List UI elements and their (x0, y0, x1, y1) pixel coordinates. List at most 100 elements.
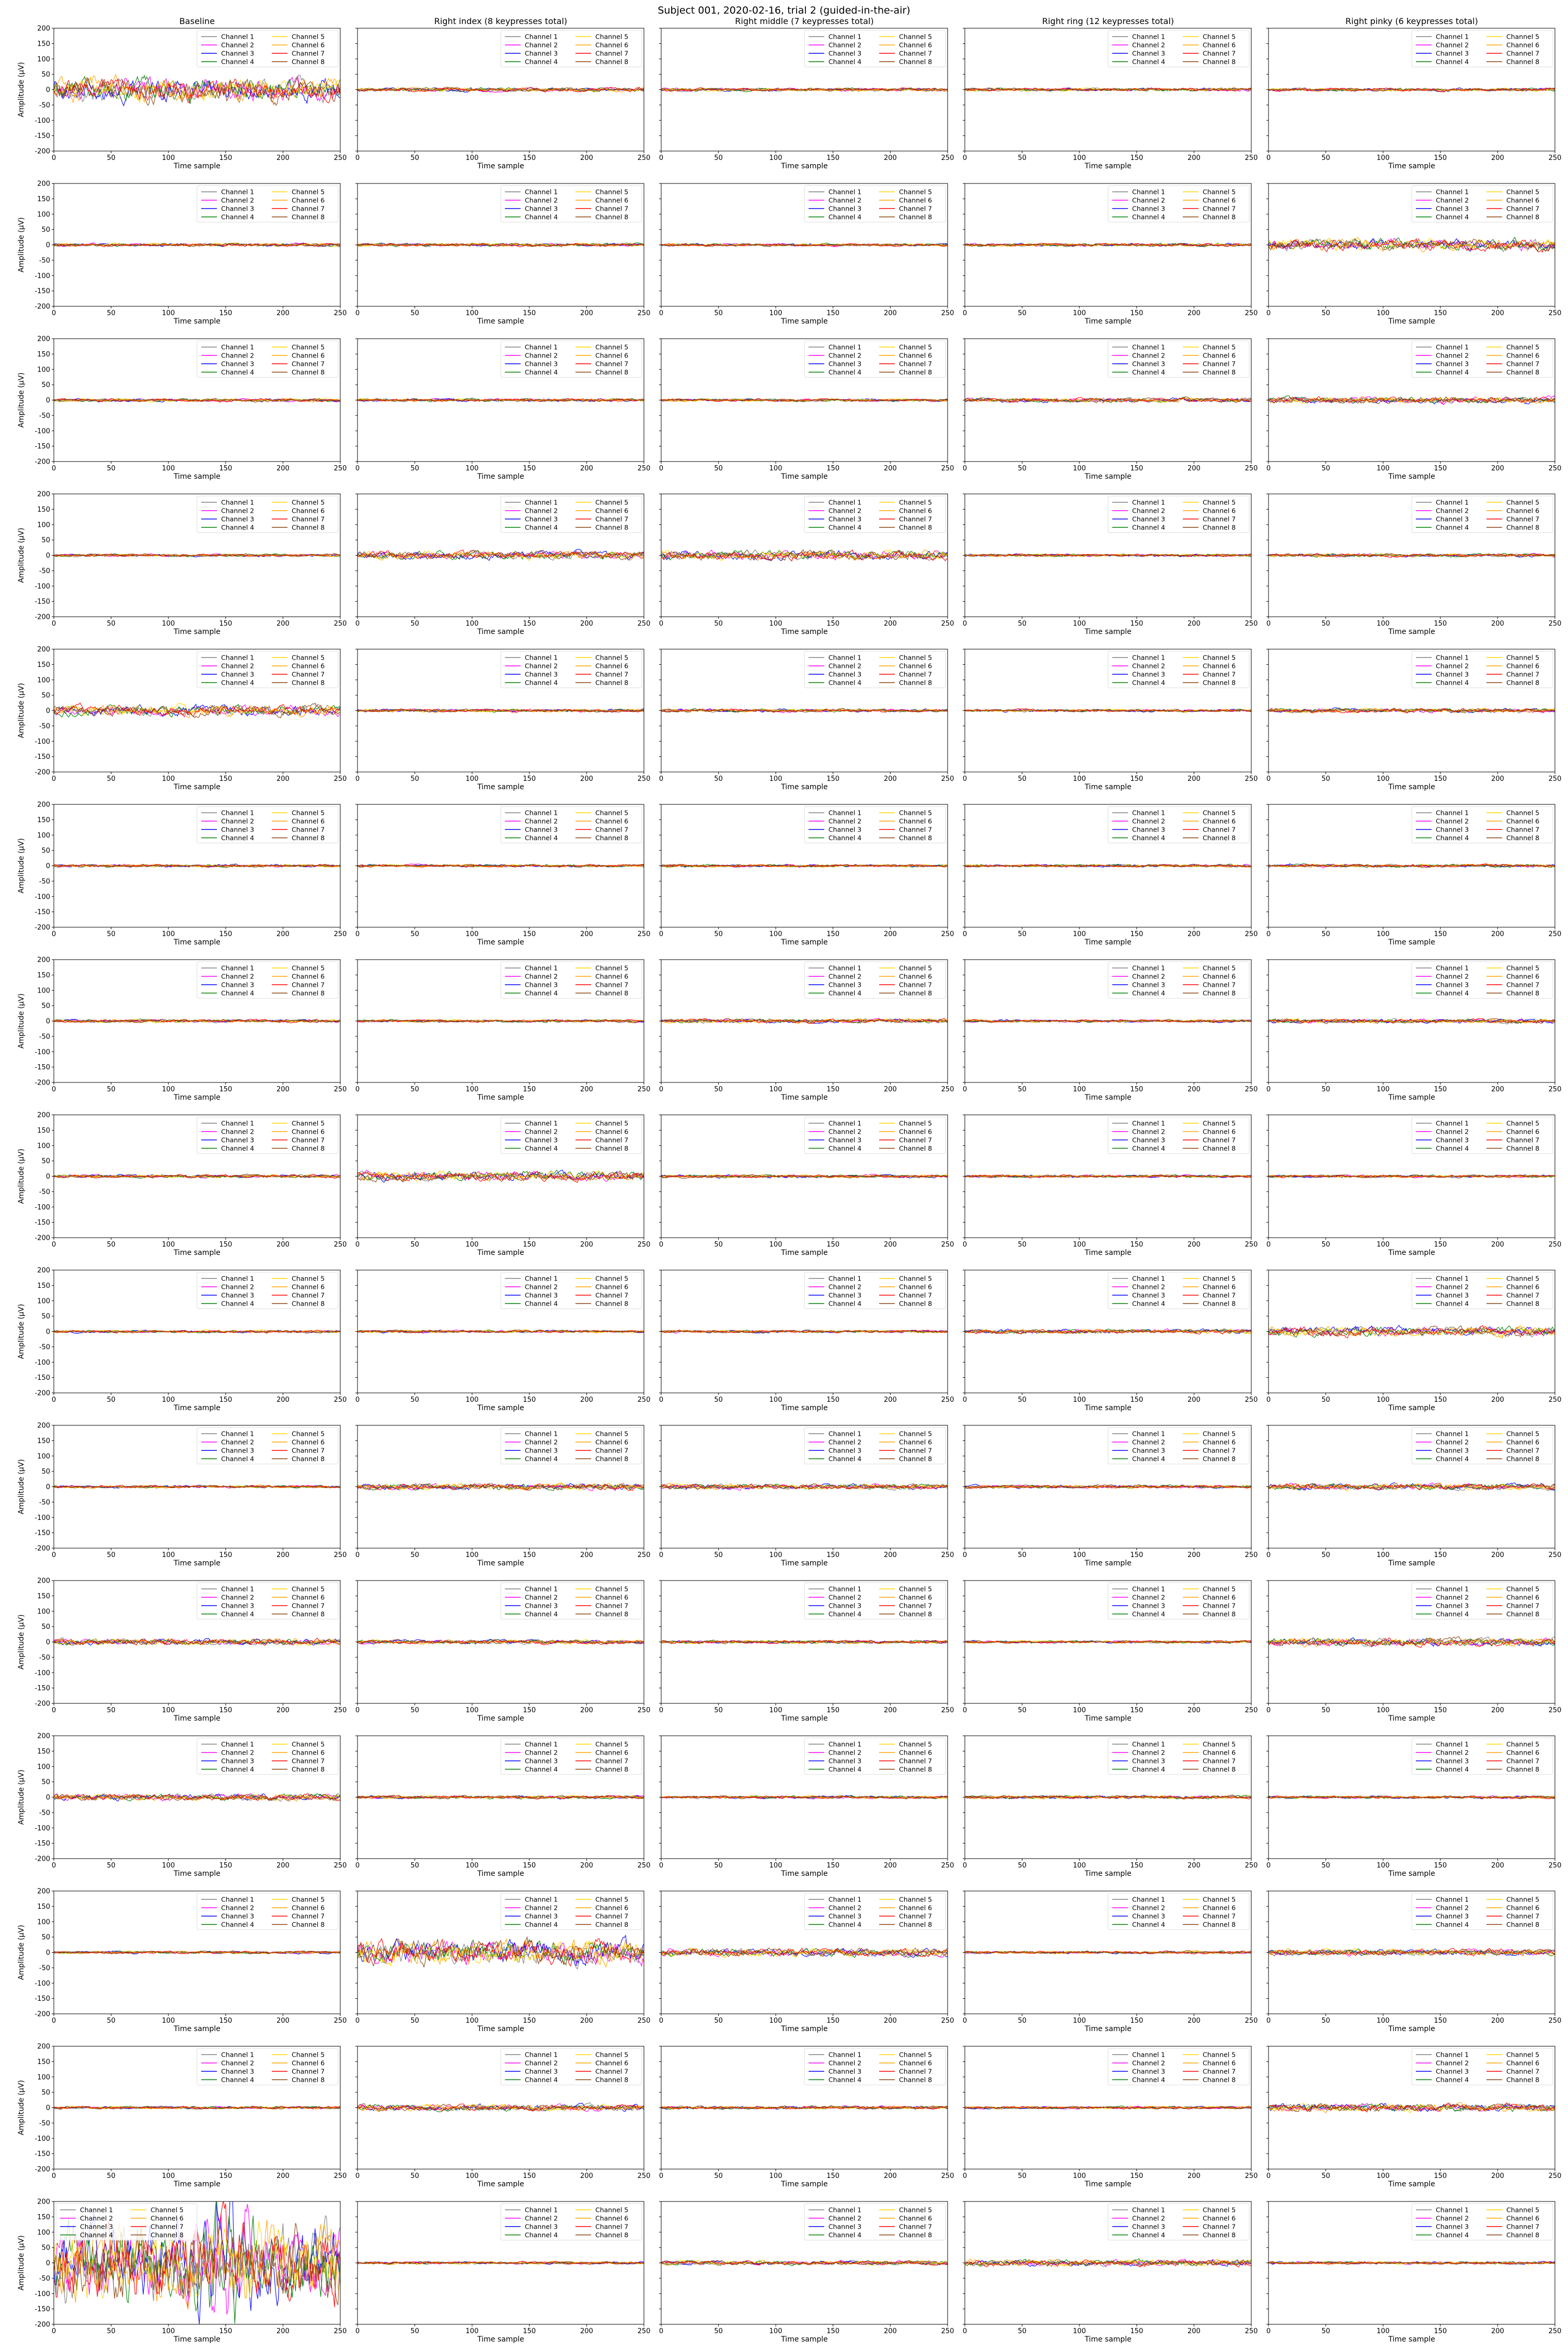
series-8-line (661, 1174, 948, 1179)
y-tick-label: -200 (34, 148, 50, 156)
legend-label: Channel 1 (1132, 1275, 1165, 1283)
x-tick-label: 250 (334, 2327, 347, 2335)
legend-box (1108, 1893, 1250, 1930)
legend-label: Channel 7 (595, 1602, 628, 1610)
legend-label: Channel 7 (595, 1292, 628, 1299)
series-5-line (661, 864, 948, 868)
y-tick-label: -150 (34, 287, 50, 295)
x-tick-label: 250 (1245, 1862, 1258, 1870)
y-axis-label: Amplitude (µV) (17, 1459, 26, 1515)
legend-label: Channel 7 (292, 515, 325, 523)
legend-box (1108, 495, 1250, 533)
legend-box (804, 340, 946, 378)
x-tick-label: 50 (1018, 309, 1027, 317)
y-tick-label: -50 (39, 101, 50, 109)
x-tick-label: 150 (826, 1707, 839, 1714)
x-tick-label: 100 (769, 2017, 782, 2025)
series-8-line (54, 2105, 340, 2110)
y-tick-label: 100 (37, 1763, 50, 1771)
y-tick-label: 100 (37, 1297, 50, 1305)
legend-label: Channel 2 (1436, 1749, 1469, 1757)
x-axis-label: Time sample (1084, 1249, 1132, 1257)
legend-label: Channel 3 (828, 1292, 861, 1299)
legend-label: Channel 1 (1132, 343, 1165, 351)
x-tick-label: 250 (941, 154, 954, 162)
x-tick-label: 150 (1130, 154, 1143, 162)
y-tick-label: 50 (41, 847, 50, 855)
column-title: Right ring (12 keypresses total) (1042, 16, 1174, 26)
y-tick-label: 50 (41, 1002, 50, 1010)
legend-label: Channel 6 (899, 352, 932, 360)
legend-label: Channel 7 (1203, 360, 1236, 368)
legend-label: Channel 7 (292, 1912, 325, 1920)
legend-label: Channel 8 (595, 368, 628, 376)
x-tick-label: 50 (410, 620, 419, 628)
x-axis-label: Time sample (173, 783, 221, 791)
series-7-line (661, 2105, 948, 2109)
legend-label: Channel 7 (1203, 515, 1236, 523)
legend-label: Channel 2 (221, 1128, 254, 1136)
series-8-line (358, 2103, 644, 2112)
series-5-line (661, 1483, 948, 1490)
x-tick-label: 250 (638, 620, 651, 628)
series-7-line (1269, 863, 1555, 868)
legend-label: Channel 1 (828, 2206, 861, 2214)
legend-label: Channel 5 (595, 188, 628, 196)
series-7-line (1269, 1947, 1555, 1957)
legend-label: Channel 6 (1203, 352, 1236, 360)
legend-label: Channel 4 (221, 989, 254, 997)
series-8-line (965, 1640, 1251, 1644)
legend-label: Channel 2 (828, 1128, 861, 1136)
trace-group (358, 1019, 644, 1023)
x-tick-label: 50 (1321, 1862, 1330, 1870)
series-7-line (1269, 1018, 1555, 1023)
x-tick-label: 150 (826, 465, 839, 472)
legend-label: Channel 2 (1436, 1283, 1469, 1291)
legend-label: Channel 3 (1132, 671, 1165, 678)
trace-group (965, 1484, 1251, 1489)
legend-label: Channel 4 (221, 1300, 254, 1308)
y-axis-label: Amplitude (µV) (17, 2235, 26, 2291)
legend-label: Channel 1 (525, 33, 558, 41)
x-tick-label: 150 (826, 1862, 839, 1870)
y-tick-label: -150 (34, 2150, 50, 2158)
x-tick-label: 200 (276, 620, 290, 628)
x-tick-label: 150 (523, 1707, 536, 1714)
x-tick-label: 0 (963, 2017, 967, 2025)
legend-label: Channel 4 (1436, 1145, 1469, 1152)
x-tick-label: 0 (1266, 2017, 1271, 2025)
x-tick-label: 150 (523, 1862, 536, 1870)
x-tick-label: 50 (714, 1396, 723, 1404)
legend-label: Channel 4 (525, 989, 558, 997)
legend-label: Channel 3 (221, 981, 254, 989)
legend-box (1108, 2203, 1250, 2241)
legend-label: Channel 5 (292, 1120, 325, 1127)
legend-label: Channel 7 (899, 826, 932, 834)
legend-label: Channel 6 (292, 1904, 325, 1912)
x-tick-label: 50 (107, 1551, 116, 1559)
legend-label: Channel 6 (595, 1904, 628, 1912)
x-tick-label: 150 (1130, 2017, 1143, 2025)
legend-label: Channel 5 (1203, 1120, 1236, 1127)
legend-label: Channel 4 (1132, 524, 1165, 532)
x-tick-label: 100 (769, 465, 782, 472)
series-7-line (1269, 2261, 1555, 2265)
legend-box (1108, 30, 1250, 67)
legend-label: Channel 4 (525, 1610, 558, 1618)
legend-label: Channel 4 (221, 2076, 254, 2084)
y-tick-label: 0 (46, 2259, 50, 2267)
legend-label: Channel 5 (1506, 499, 1539, 506)
x-tick-label: 50 (410, 775, 419, 783)
series-8-line (54, 1951, 340, 1954)
